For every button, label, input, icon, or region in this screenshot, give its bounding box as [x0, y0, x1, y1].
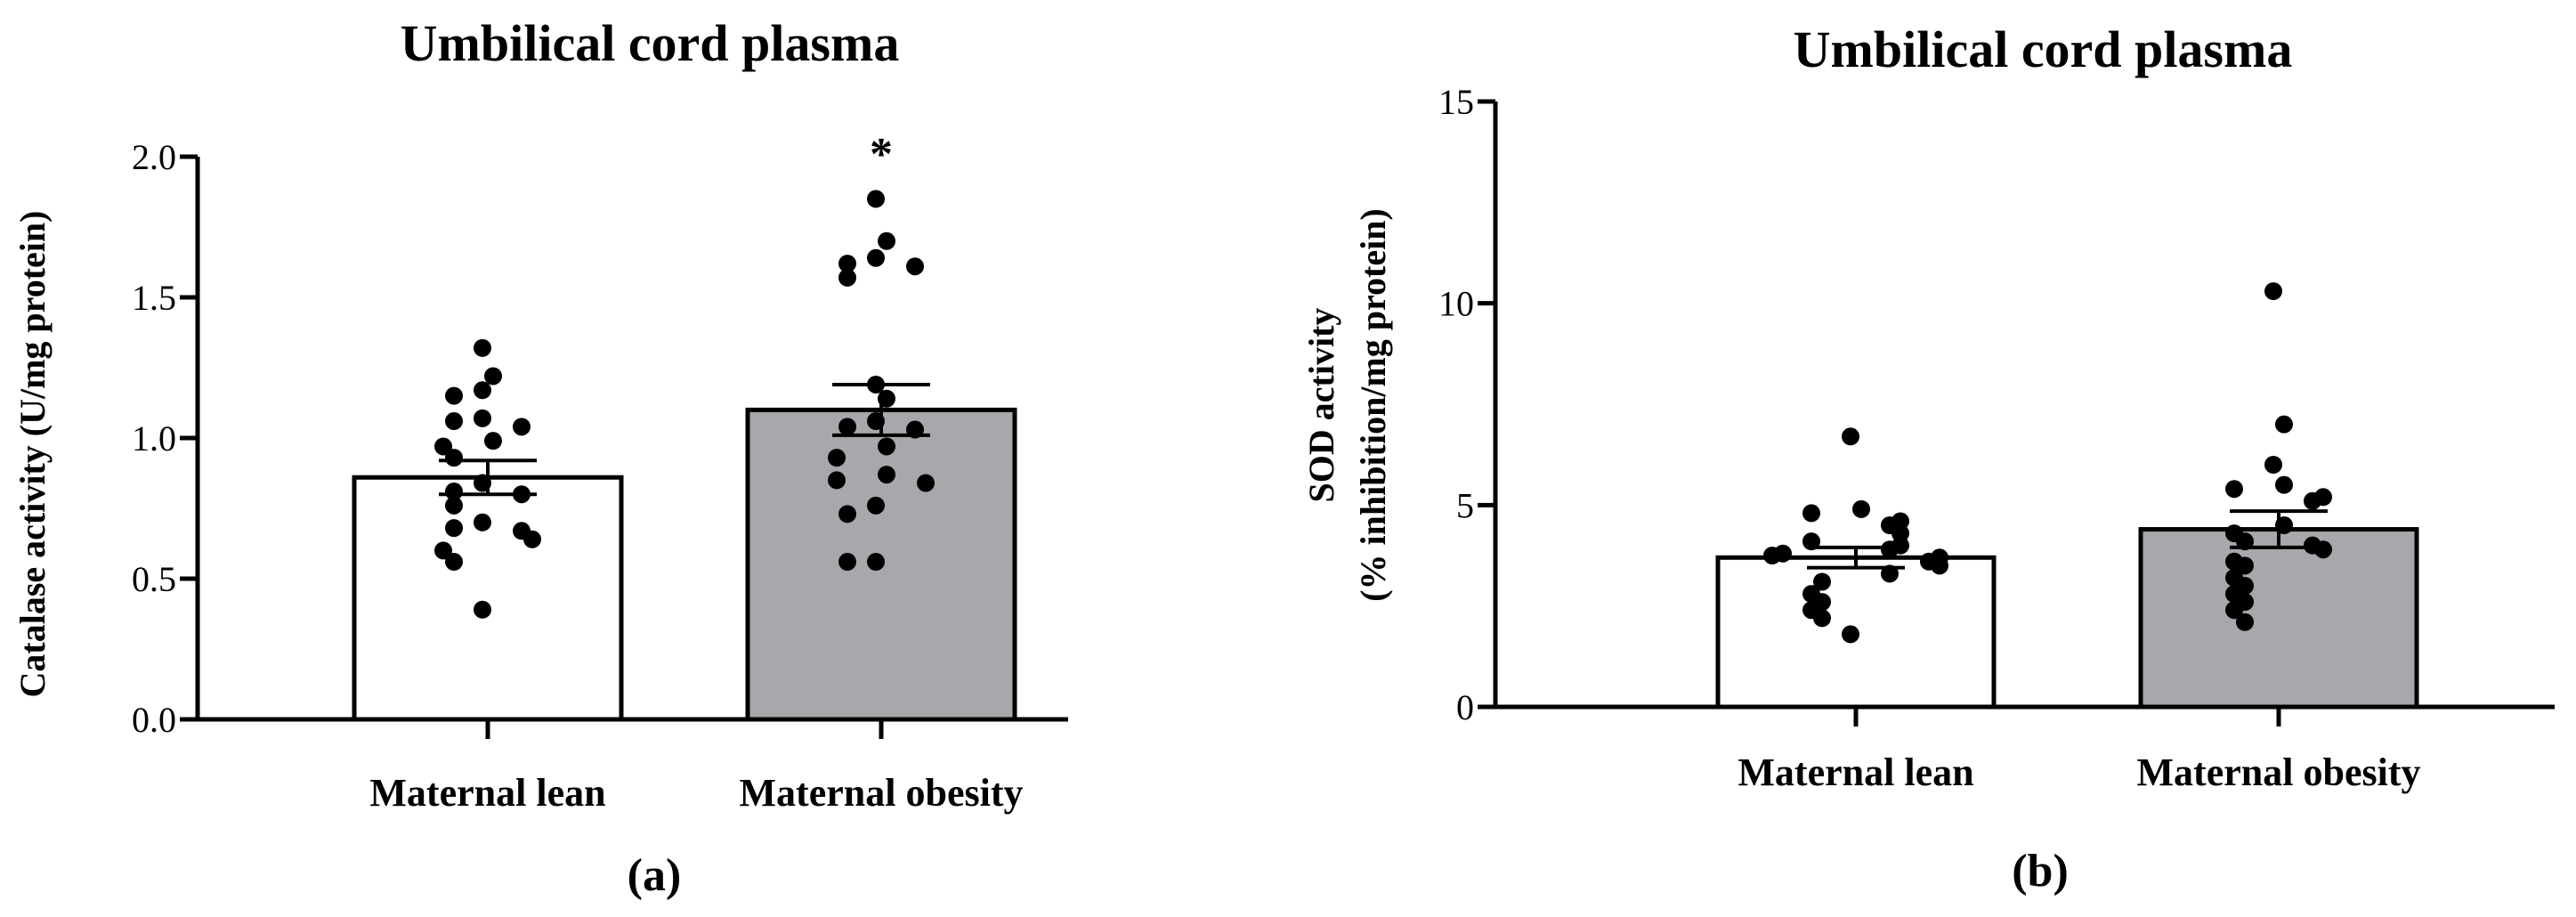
chart-b-data-point	[2225, 480, 2243, 499]
chart-a-y-tick-label: 1.5	[132, 278, 176, 318]
chart-a-y-tick-label: 2.0	[132, 137, 176, 177]
chart-b-data-point	[1813, 572, 1831, 591]
chart-b-y-tick-label: 10	[1438, 284, 1474, 324]
chart-a-data-point	[445, 386, 463, 405]
chart-b-y-tick-label: 5	[1456, 485, 1474, 525]
chart-b-bar	[2138, 527, 2419, 710]
chart-a-data-point	[867, 553, 885, 572]
chart-a-data-point	[434, 541, 452, 560]
chart-b-data-point	[2264, 282, 2282, 301]
chart-a-data-point	[838, 255, 856, 273]
chart-a-data-point	[474, 513, 491, 532]
chart-b-category-label-obesity: Maternal obesity	[2137, 751, 2421, 794]
chart-a-marks: 0.0 0.5 1.0 1.5 2.0 *	[132, 129, 1068, 740]
chart-a-y-tick-label: 0.5	[132, 559, 176, 599]
chart-b-data-point	[1763, 547, 1781, 564]
chart-a-data-point	[484, 367, 502, 385]
chart-b-data-point	[2236, 556, 2254, 575]
chart-a-data-point	[474, 409, 491, 427]
chart-b-data-point	[1931, 556, 1948, 575]
chart-a-y-axis-label: Catalase activity (U/mg protein)	[12, 211, 53, 698]
chart-a-data-point	[445, 519, 463, 538]
chart-a-data-point	[878, 231, 895, 250]
chart-b-panel-label: (b)	[2012, 846, 2069, 897]
chart-a-data-point	[906, 257, 924, 276]
chart-a-data-point	[838, 418, 856, 436]
chart-b-category-label-lean: Maternal lean	[1738, 751, 1973, 794]
chart-a-data-point	[474, 338, 491, 357]
chart-a-data-point	[445, 553, 463, 572]
chart-a-y-tick-label: 0.0	[132, 700, 176, 740]
chart-b-marks: 0 5 10 15	[1438, 82, 2555, 727]
chart-a-data-point	[867, 248, 885, 267]
chart-a-data-point	[474, 600, 491, 619]
chart-a-data-point	[513, 418, 531, 436]
chart-a-category-label-obesity: Maternal obesity	[740, 771, 1024, 815]
chart-b-data-point	[2304, 491, 2321, 510]
chart-b-data-point	[2275, 475, 2293, 494]
chart-b-data-point	[1842, 427, 1859, 446]
chart-a-data-point	[445, 412, 463, 431]
chart-panel-b: Umbilical cord plasma SOD activity (% in…	[1301, 20, 2555, 897]
chart-b-y-axis-label: SOD activity	[1301, 308, 1341, 503]
chart-b-data-point	[1842, 625, 1859, 644]
chart-b-data-point	[1813, 609, 1831, 628]
chart-a-data-point	[838, 268, 856, 287]
chart-b-title: Umbilical cord plasma	[1794, 20, 2293, 78]
chart-b-data-point	[2314, 540, 2332, 559]
chart-a-data-point	[828, 449, 846, 467]
chart-b-data-point	[1852, 499, 1870, 518]
chart-b-y-axis-label-line2: (% inhibition/mg protein)	[1353, 208, 1393, 602]
chart-a-data-point	[867, 190, 885, 208]
chart-b-data-point	[2236, 613, 2254, 631]
chart-b-data-point	[2275, 415, 2293, 434]
chart-a-data-point	[838, 553, 856, 572]
chart-a-data-point	[523, 530, 541, 548]
chart-a-data-point	[917, 474, 935, 492]
chart-b-data-point	[1881, 540, 1899, 559]
chart-a-title: Umbilical cord plasma	[401, 14, 900, 72]
chart-a-data-point	[484, 432, 502, 450]
chart-a-bar	[352, 475, 624, 722]
chart-a-data-point	[445, 496, 463, 515]
chart-a-data-point	[434, 437, 452, 456]
chart-a-data-point	[878, 466, 895, 484]
chart-a-data-point	[838, 505, 856, 523]
chart-b-data-point	[2225, 601, 2243, 620]
chart-a-category-label-lean: Maternal lean	[369, 771, 605, 815]
chart-panel-a: Umbilical cord plasma Catalase activity …	[12, 14, 1068, 901]
chart-b-y-tick-label: 15	[1438, 82, 1474, 122]
chart-a-panel-label: (a)	[628, 850, 682, 901]
chart-a-significance-marker: *	[870, 129, 893, 180]
chart-a-data-point	[828, 471, 846, 490]
chart-a-y-tick-label: 1.0	[132, 418, 176, 458]
chart-a-data-point	[474, 381, 491, 400]
chart-a-data-point	[867, 496, 885, 515]
chart-b-y-tick-label: 0	[1456, 687, 1474, 727]
chart-a-data-point	[878, 437, 895, 456]
chart-b-data-point	[1802, 504, 1820, 523]
chart-a-data-point	[445, 449, 463, 467]
chart-b-data-point	[2264, 456, 2282, 474]
